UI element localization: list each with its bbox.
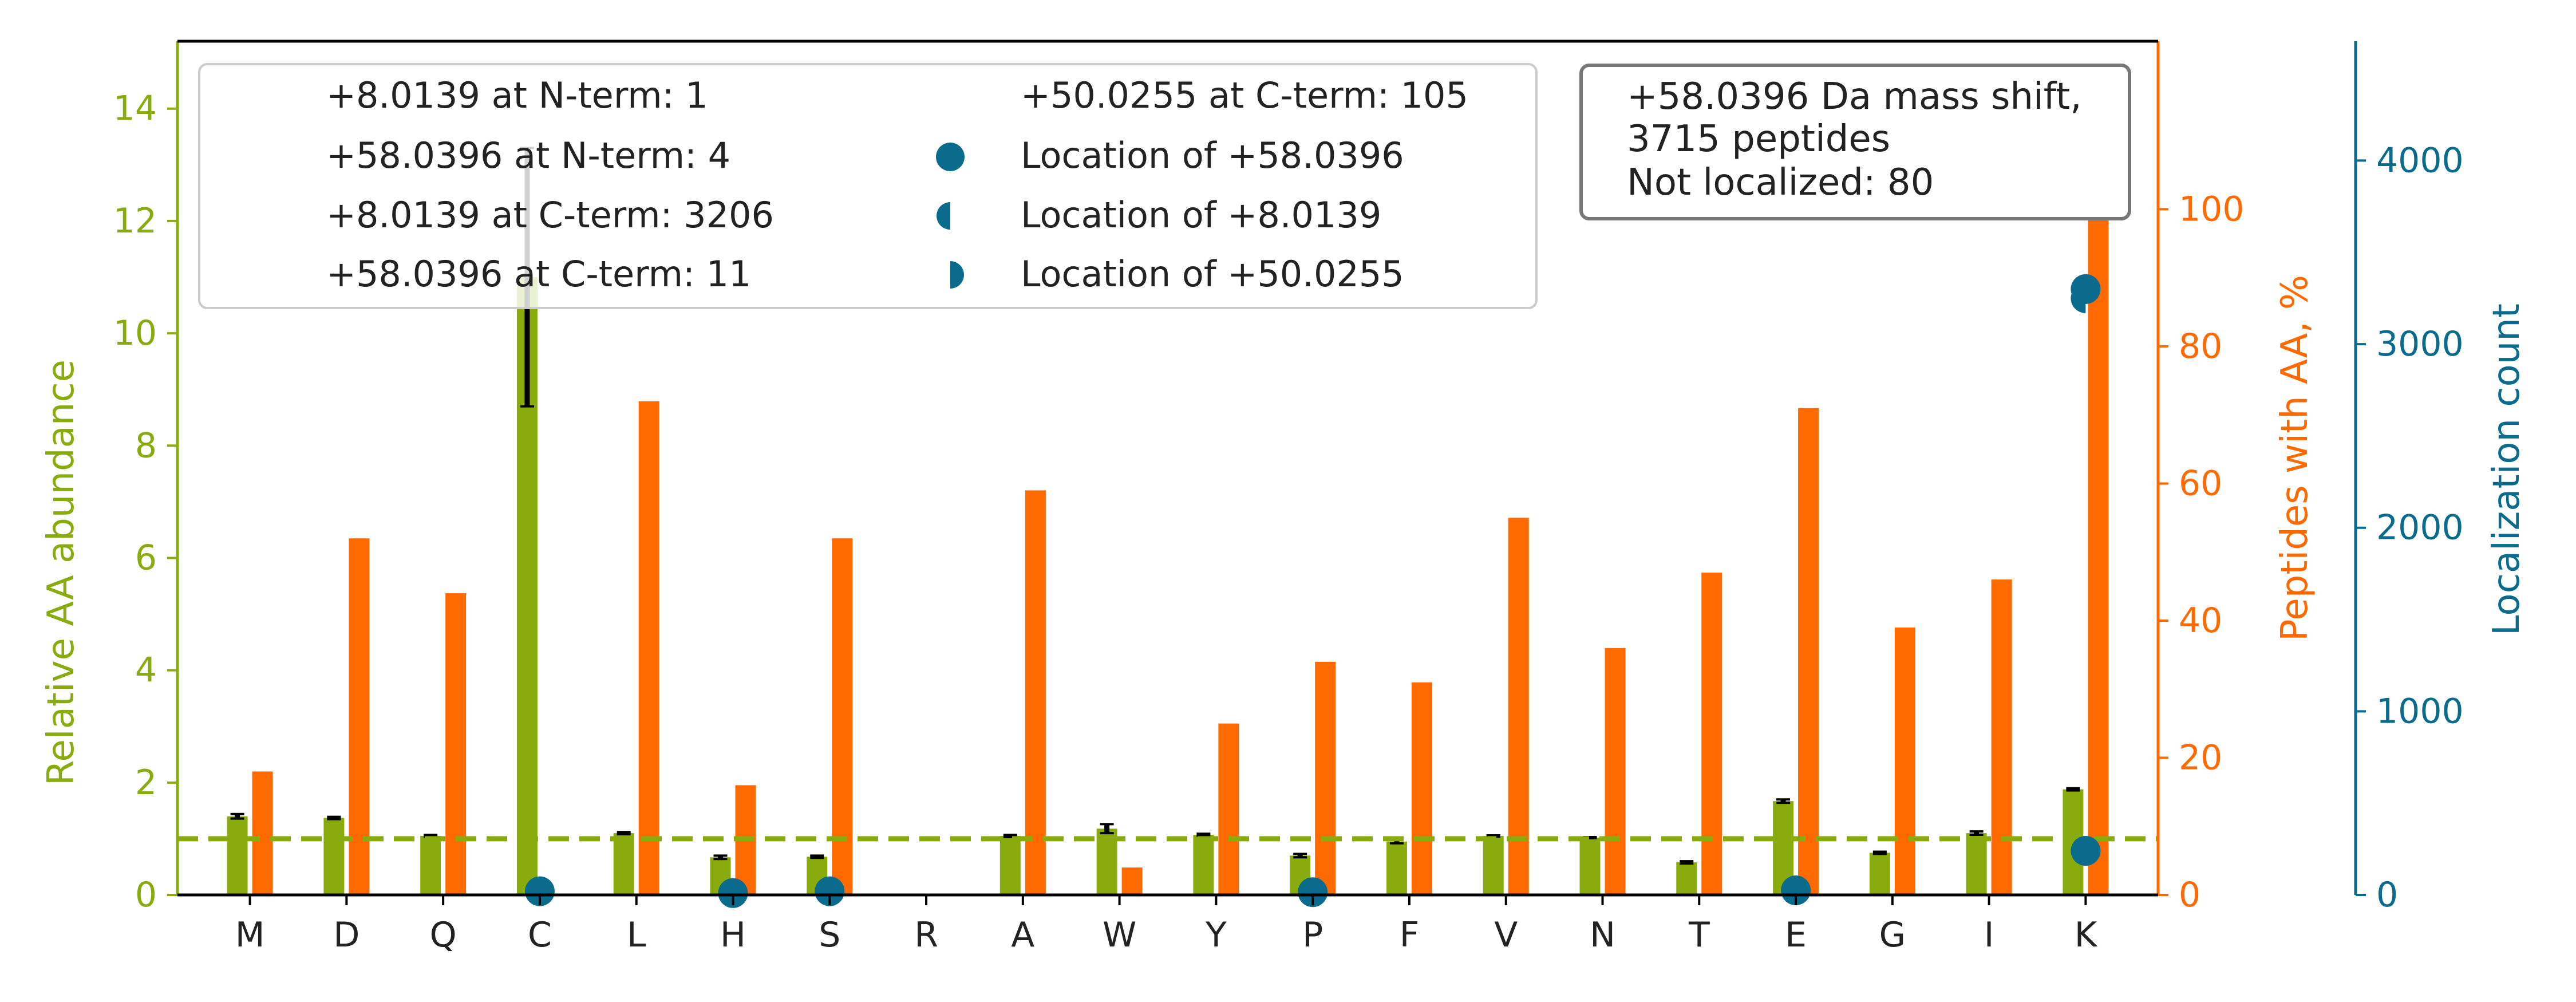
abundance-bar-V [1483, 836, 1504, 895]
x-tick-label-Q: Q [430, 915, 457, 955]
abundance-bar-L [614, 833, 634, 895]
x-tick-label-A: A [1011, 915, 1034, 955]
peptides-bar-T [1701, 573, 1722, 895]
x-tick-label-E: E [1785, 915, 1807, 955]
far-right-tick-label-4000: 4000 [2376, 140, 2464, 180]
x-tick-label-V: V [1494, 915, 1518, 955]
x-tick-label-K: K [2075, 915, 2098, 955]
legend: +8.0139 at N-term: 1 +58.0396 at N-term:… [199, 64, 1536, 308]
legend-entry-2: +58.0396 at N-term: 4 [326, 135, 730, 176]
peptides-bar-S [832, 538, 852, 895]
legend-entry-3: +8.0139 at C-term: 3206 [326, 194, 774, 236]
x-tick-label-R: R [914, 915, 938, 955]
left-tick-label-6: 6 [135, 538, 157, 578]
x-tick-label-Y: Y [1205, 915, 1227, 955]
x-tick-label-F: F [1400, 915, 1420, 955]
abundance-bar-Y [1193, 835, 1214, 895]
peptides-bar-Q [445, 593, 466, 895]
peptides-bar-D [349, 538, 369, 895]
far-right-axis-title: Localization count [2486, 303, 2528, 636]
far-right-tick-label-1000: 1000 [2376, 691, 2464, 731]
annotation-line-3: Not localized: 80 [1627, 161, 1934, 204]
annotation-line-1: +58.0396 Da mass shift, [1627, 76, 2082, 118]
legend-entry-8: Location of +50.0255 [1021, 253, 1404, 295]
left-tick-label-12: 12 [113, 201, 157, 241]
x-tick-label-N: N [1590, 915, 1615, 955]
peptides-bar-Y [1218, 724, 1239, 895]
x-tick-label-T: T [1688, 915, 1710, 955]
far-right-tick-label-3000: 3000 [2376, 324, 2464, 364]
annotation-line-2: 3715 peptides [1627, 118, 1890, 160]
right-tick-label-80: 80 [2179, 326, 2222, 366]
abundance-bar-D [323, 818, 344, 895]
abundance-bar-I [1966, 833, 1987, 895]
annotation-box: +58.0396 Da mass shift, 3715 peptides No… [1581, 65, 2129, 219]
legend-entry-4: +58.0396 at C-term: 11 [326, 253, 751, 295]
x-tick-label-W: W [1103, 915, 1136, 955]
right-tick-label-40: 40 [2179, 601, 2222, 641]
x-tick-label-I: I [1984, 915, 1994, 955]
peptides-bar-N [1605, 648, 1626, 895]
peptides-bar-A [1025, 490, 1046, 895]
right-tick-label-100: 100 [2179, 189, 2245, 229]
abundance-bar-F [1386, 842, 1407, 895]
abundance-bar-A [1000, 836, 1021, 895]
abundance-bar-T [1676, 862, 1697, 895]
x-tick-label-P: P [1302, 915, 1323, 955]
peptides-bar-I [1992, 579, 2012, 895]
peptides-bar-L [639, 401, 659, 895]
left-tick-label-2: 2 [135, 763, 157, 803]
abundance-bar-N [1580, 838, 1601, 895]
right-tick-label-0: 0 [2179, 875, 2200, 915]
abundance-bar-M [227, 816, 248, 895]
peptides-bar-W [1122, 867, 1143, 895]
x-tick-label-S: S [819, 915, 840, 955]
x-tick-label-D: D [333, 915, 359, 955]
left-tick-label-4: 4 [135, 650, 157, 691]
left-tick-label-8: 8 [135, 425, 157, 466]
peptides-bar-G [1895, 628, 1915, 895]
far-right-tick-label-0: 0 [2376, 875, 2398, 915]
legend-entry-7: Location of +8.0139 [1021, 194, 1381, 236]
x-tick-label-G: G [1879, 915, 1906, 955]
legend-entry-5: +50.0255 at C-term: 105 [1021, 74, 1468, 116]
right-tick-label-20: 20 [2179, 737, 2222, 778]
peptides-bar-M [252, 771, 273, 895]
abundance-bar-G [1870, 853, 1890, 895]
left-axis-title: Relative AA abundance [40, 360, 82, 786]
legend-entry-6: Location of +58.0396 [1021, 135, 1404, 176]
x-tick-label-M: M [235, 915, 265, 955]
peptides-bar-F [1412, 683, 1432, 895]
legend-entry-1: +8.0139 at N-term: 1 [326, 74, 708, 116]
legend-full-circle-icon [936, 143, 965, 171]
x-tick-label-H: H [720, 915, 746, 955]
left-tick-label-14: 14 [113, 89, 157, 129]
peptides-bar-K [2088, 209, 2108, 895]
far-right-tick-label-2000: 2000 [2376, 508, 2464, 548]
x-tick-label-C: C [528, 915, 552, 955]
abundance-bar-Q [420, 836, 441, 895]
left-tick-label-10: 10 [113, 313, 157, 353]
peptides-bar-P [1315, 662, 1336, 895]
right-axis-title: Peptides with AA, % [2274, 275, 2316, 641]
localization-point-K-8 [2071, 836, 2100, 866]
x-tick-label-L: L [627, 915, 646, 955]
left-tick-label-0: 0 [135, 875, 157, 915]
peptides-bar-E [1798, 408, 1819, 895]
right-tick-label-60: 60 [2179, 463, 2222, 503]
